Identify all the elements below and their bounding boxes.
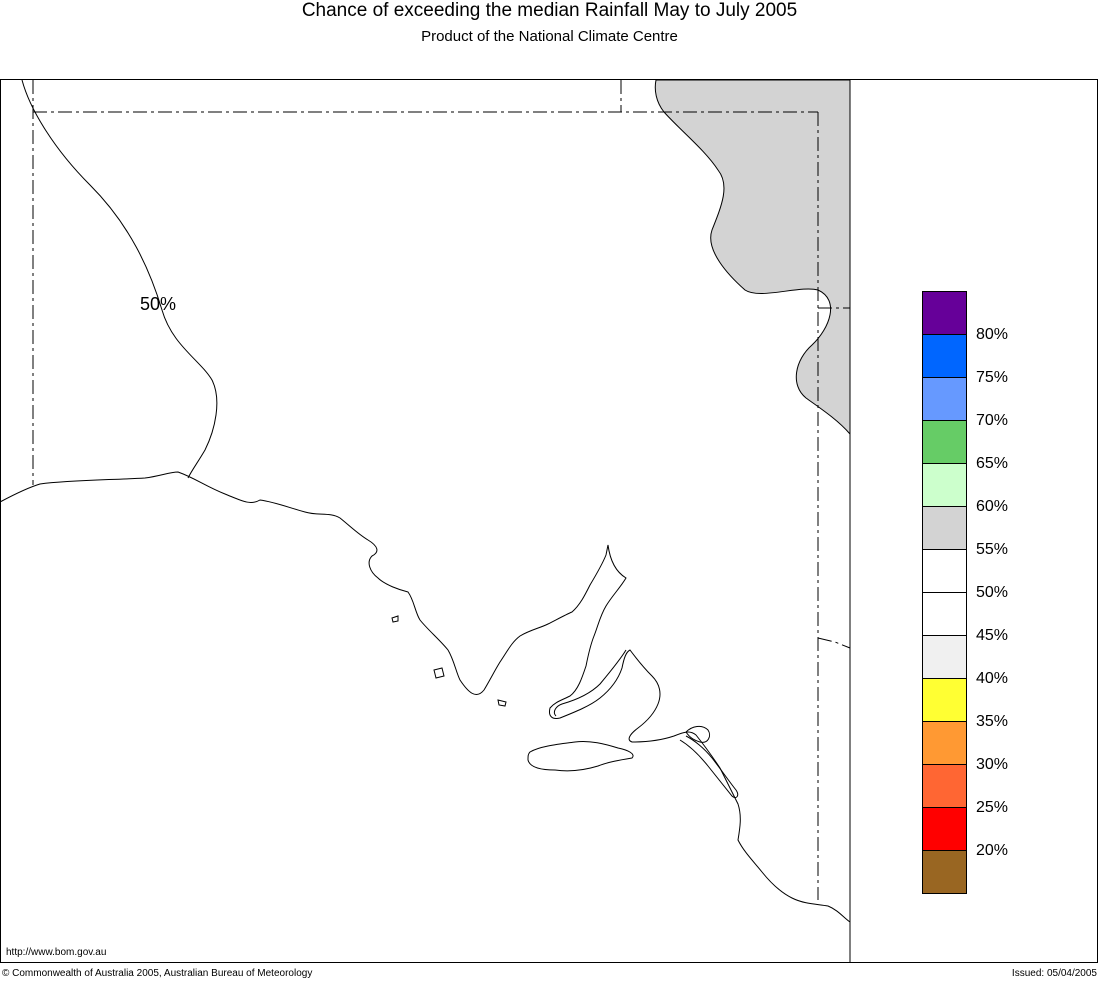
contour-label-50: 50% [140, 294, 177, 314]
legend-swatch [922, 549, 967, 592]
legend-swatch [922, 291, 967, 334]
legend-label: 35% [976, 713, 1009, 730]
contour-50-line [21, 79, 218, 479]
legend-swatch [922, 463, 967, 506]
legend-label: 65% [976, 455, 1009, 472]
legend-label: 60% [976, 498, 1009, 515]
legend-label: 80% [976, 326, 1009, 343]
lake-alexandrina [685, 725, 711, 743]
legend-swatch [922, 506, 967, 549]
coastline [0, 471, 851, 923]
legend-label: 50% [976, 584, 1009, 601]
legend-swatch [922, 334, 967, 377]
small-island [433, 667, 445, 679]
legend-swatch [922, 377, 967, 420]
state-borders [32, 80, 851, 900]
kangaroo-island [527, 741, 634, 772]
map-title: Chance of exceeding the median Rainfall … [301, 0, 798, 21]
small-island [391, 615, 399, 623]
legend-swatch [922, 807, 967, 850]
small-island [497, 699, 507, 707]
legend-color-bar [922, 291, 967, 894]
shaded-region-northeast [654, 79, 851, 436]
legend-label: 20% [976, 842, 1009, 859]
footer-url[interactable]: http://www.bom.gov.au [6, 947, 107, 958]
legend-swatch [922, 635, 967, 678]
coorong-lagoon [679, 735, 739, 799]
legend-swatch [922, 850, 967, 894]
legend-label: 45% [976, 627, 1009, 644]
legend-label: 40% [976, 670, 1009, 687]
legend-swatch [922, 592, 967, 635]
map-frame [0, 79, 1098, 963]
legend-swatch [922, 764, 967, 807]
footer-issued-date: Issued: 05/04/2005 [1011, 968, 1097, 979]
legend-label: 25% [976, 799, 1009, 816]
legend-label: 70% [976, 412, 1009, 429]
legend-swatch [922, 420, 967, 463]
legend-swatch [922, 678, 967, 721]
legend-swatch [922, 721, 967, 764]
legend-label: 55% [976, 541, 1009, 558]
legend-label: 30% [976, 756, 1009, 773]
spencer-gulf-detail [553, 649, 627, 717]
map-subtitle: Product of the National Climate Centre [421, 28, 678, 45]
legend-label: 75% [976, 369, 1009, 386]
footer-copyright: © Commonwealth of Australia 2005, Austra… [2, 968, 313, 979]
